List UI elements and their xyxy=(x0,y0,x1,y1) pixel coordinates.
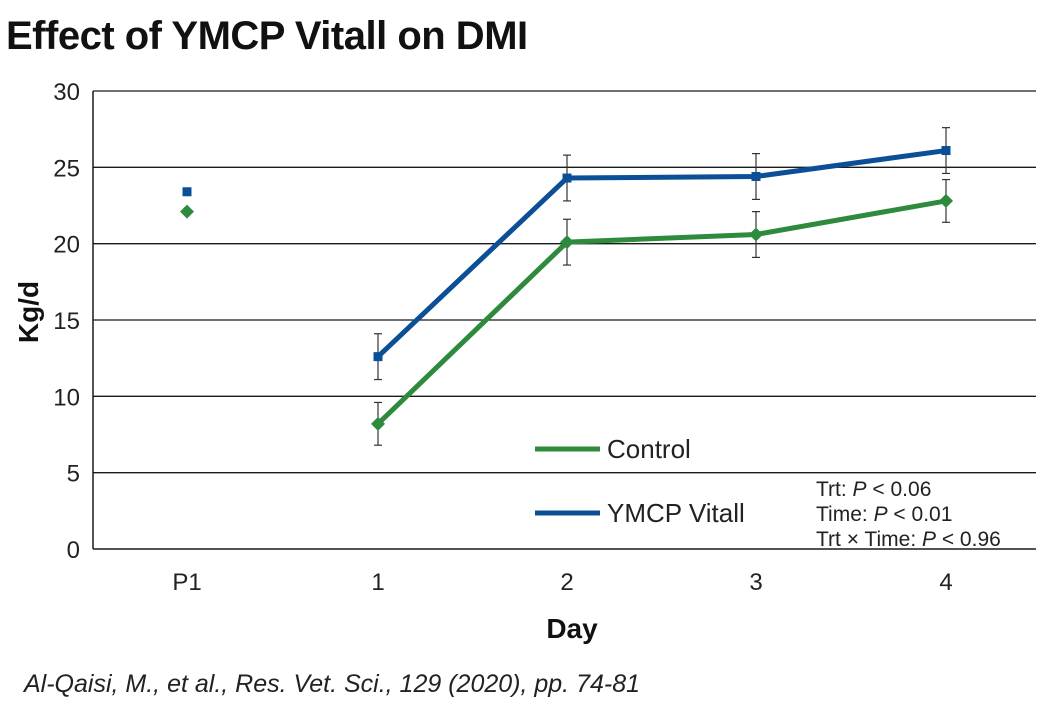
control-point xyxy=(939,193,953,208)
x-tick-labels: P1 1 2 3 4 xyxy=(172,569,952,596)
x-tick-label: 3 xyxy=(749,569,762,596)
ymcp-vitall-point xyxy=(751,171,761,181)
y-tick-label: 30 xyxy=(53,79,80,106)
stat-line: Trt × Time: P < 0.96 xyxy=(816,528,1001,551)
control-point xyxy=(749,227,763,242)
series-markers xyxy=(180,146,953,431)
series-lines xyxy=(376,148,947,426)
ymcp-vitall-point xyxy=(373,352,383,362)
y-tick-labels: 0 5 10 15 20 25 30 xyxy=(53,79,80,564)
x-tick-label: 4 xyxy=(939,569,952,596)
y-tick-label: 25 xyxy=(53,155,80,182)
y-tick-label: 0 xyxy=(67,537,80,564)
x-tick-label: 1 xyxy=(371,569,384,596)
control-point xyxy=(560,235,574,250)
ymcp-vitall-line xyxy=(376,148,947,359)
ymcp-vitall-point xyxy=(562,173,572,183)
gridlines xyxy=(93,90,1036,474)
y-tick-label: 10 xyxy=(53,384,80,411)
ymcp-vitall-point xyxy=(941,146,951,156)
ymcp-vitall-point xyxy=(182,187,192,197)
x-axis-label: Day xyxy=(546,613,598,644)
stat-line: Time: P < 0.01 xyxy=(816,503,952,526)
page-title: Effect of YMCP Vitall on DMI xyxy=(6,14,528,58)
y-tick-label: 15 xyxy=(53,308,80,335)
control-point xyxy=(371,416,385,431)
y-tick-label: 5 xyxy=(67,461,80,488)
control-line xyxy=(376,198,947,426)
x-tick-label: P1 xyxy=(172,569,201,596)
ymcp-vitall-legend-label: YMCP Vitall xyxy=(607,498,745,528)
control-legend-label: Control xyxy=(607,434,691,464)
axes xyxy=(92,91,1036,550)
control-point xyxy=(180,204,194,219)
x-tick-label: 2 xyxy=(560,569,573,596)
y-axis-label: Kg/d xyxy=(13,281,44,343)
citation: Al-Qaisi, M., et al., Res. Vet. Sci., 12… xyxy=(24,670,641,698)
stat-line: Trt: P < 0.06 xyxy=(816,478,931,501)
legend: Control YMCP Vitall xyxy=(535,434,745,528)
y-tick-label: 20 xyxy=(53,232,80,259)
